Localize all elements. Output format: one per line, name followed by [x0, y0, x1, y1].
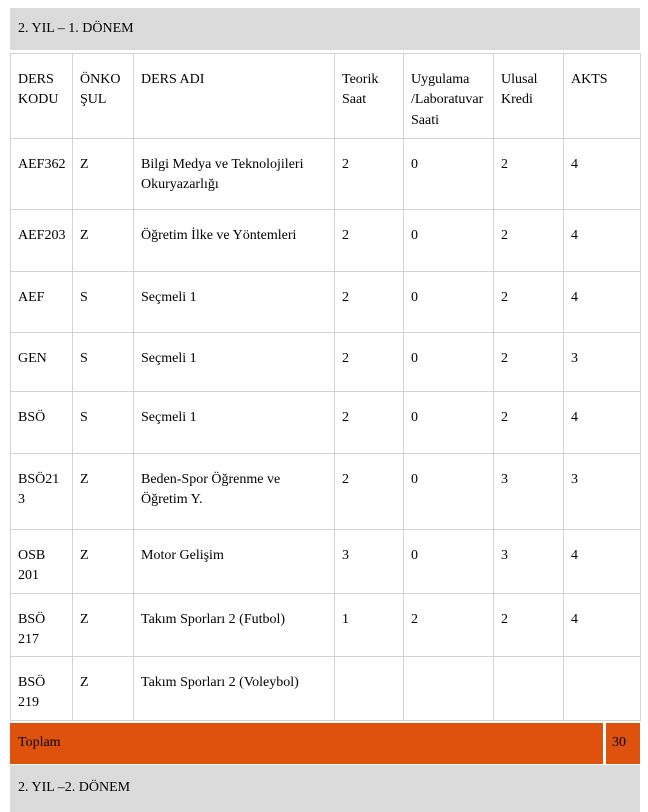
cell-onkosul: Z	[72, 592, 134, 658]
cell-onkosul: Z	[72, 209, 134, 272]
cell-ders-adi: Beden-Spor Öğrenme ve Öğretim Y.	[133, 453, 335, 530]
section-title-bar-first: 2. YIL – 1. DÖNEM	[10, 8, 640, 50]
cell-uygulama-saati: 0	[403, 453, 494, 530]
cell-onkosul: S	[72, 391, 134, 454]
cell-ders-adi: Seçmeli 1	[133, 332, 335, 392]
cell-ulusal-kredi: 2	[493, 592, 564, 658]
cell-teorik-saat: 2	[334, 391, 404, 454]
cell-teorik-saat	[334, 656, 404, 721]
cell-onkosul: S	[72, 332, 134, 392]
course-table-header: DERS KODU ÖNKOŞUL DERS ADI Teorik Saat U…	[10, 53, 641, 139]
cell-ders-adi: Motor Gelişim	[133, 529, 335, 594]
table-row: BSÖ 219 Z Takım Sporları 2 (Voleybol)	[10, 656, 641, 721]
cell-teorik-saat: 2	[334, 138, 404, 210]
cell-teorik-saat: 2	[334, 209, 404, 272]
cell-uygulama-saati	[403, 656, 494, 721]
section-title-first: 2. YIL – 1. DÖNEM	[18, 21, 134, 36]
total-row: Toplam 30	[10, 722, 640, 764]
total-value-cell: 30	[606, 722, 640, 764]
cell-ulusal-kredi: 2	[493, 391, 564, 454]
section-title-bar-second: 2. YIL –2. DÖNEM	[10, 764, 640, 812]
cell-ders-kodu: AEF362	[10, 138, 73, 210]
total-cell-divider	[603, 722, 606, 764]
cell-ders-adi: Takım Sporları 2 (Futbol)	[133, 592, 335, 658]
cell-ders-adi: Bilgi Medya ve Teknolojileri Okuryazarlı…	[133, 138, 335, 210]
total-label-cell: Toplam	[10, 722, 603, 764]
course-table: DERS KODU ÖNKOŞUL DERS ADI Teorik Saat U…	[10, 53, 641, 721]
cell-akts: 4	[563, 592, 641, 658]
cell-ders-kodu: AEF203	[10, 209, 73, 272]
total-label: Toplam	[18, 735, 61, 751]
cell-ders-kodu: AEF	[10, 271, 73, 333]
col-header-teorik-saat: Teorik Saat	[334, 53, 404, 139]
cell-ulusal-kredi: 2	[493, 332, 564, 392]
cell-uygulama-saati: 0	[403, 529, 494, 594]
cell-akts: 4	[563, 138, 641, 210]
cell-akts	[563, 656, 641, 721]
cell-ders-kodu: OSB 201	[10, 529, 73, 594]
cell-ders-kodu: BSÖ 219	[10, 656, 73, 721]
cell-uygulama-saati: 0	[403, 391, 494, 454]
cell-onkosul: Z	[72, 529, 134, 594]
cell-ulusal-kredi: 2	[493, 138, 564, 210]
cell-onkosul: Z	[72, 453, 134, 530]
cell-uygulama-saati: 0	[403, 138, 494, 210]
cell-onkosul: S	[72, 271, 134, 333]
col-header-onkosul: ÖNKOŞUL	[72, 53, 134, 139]
cell-teorik-saat: 2	[334, 271, 404, 333]
cell-akts: 4	[563, 391, 641, 454]
cell-ulusal-kredi: 3	[493, 453, 564, 530]
header-row: DERS KODU ÖNKOŞUL DERS ADI Teorik Saat U…	[10, 53, 641, 139]
cell-teorik-saat: 2	[334, 332, 404, 392]
table-row: GEN S Seçmeli 1 2 0 2 3	[10, 332, 641, 392]
section-title-second: 2. YIL –2. DÖNEM	[18, 780, 131, 796]
table-row: AEF362 Z Bilgi Medya ve Teknolojileri Ok…	[10, 138, 641, 210]
col-header-akts: AKTS	[563, 53, 641, 139]
table-row: AEF S Seçmeli 1 2 0 2 4	[10, 271, 641, 333]
col-header-ders-adi: DERS ADI	[133, 53, 335, 139]
cell-uygulama-saati: 0	[403, 271, 494, 333]
table-row: AEF203 Z Öğretim İlke ve Yöntemleri 2 0 …	[10, 209, 641, 272]
cell-ders-kodu: BSÖ 217	[10, 592, 73, 658]
cell-uygulama-saati: 0	[403, 209, 494, 272]
cell-teorik-saat: 3	[334, 529, 404, 594]
cell-onkosul: Z	[72, 656, 134, 721]
cell-ders-adi: Seçmeli 1	[133, 271, 335, 333]
cell-ulusal-kredi: 2	[493, 209, 564, 272]
cell-akts: 4	[563, 529, 641, 594]
cell-ulusal-kredi	[493, 656, 564, 721]
table-row: OSB 201 Z Motor Gelişim 3 0 3 4	[10, 529, 641, 594]
cell-ders-adi: Öğretim İlke ve Yöntemleri	[133, 209, 335, 272]
table-row: BSÖ S Seçmeli 1 2 0 2 4	[10, 391, 641, 454]
cell-teorik-saat: 2	[334, 453, 404, 530]
table-row: BSÖ213 Z Beden-Spor Öğrenme ve Öğretim Y…	[10, 453, 641, 530]
cell-ulusal-kredi: 2	[493, 271, 564, 333]
cell-akts: 3	[563, 453, 641, 530]
col-header-uygulama-saati: Uygulama /Laboratuvar Saati	[403, 53, 494, 139]
col-header-ulusal-kredi: Ulusal Kredi	[493, 53, 564, 139]
cell-ders-kodu: BSÖ213	[10, 453, 73, 530]
cell-akts: 3	[563, 332, 641, 392]
cell-onkosul: Z	[72, 138, 134, 210]
cell-ders-kodu: GEN	[10, 332, 73, 392]
col-header-ders-kodu: DERS KODU	[10, 53, 73, 139]
cell-uygulama-saati: 0	[403, 332, 494, 392]
course-table-body: AEF362 Z Bilgi Medya ve Teknolojileri Ok…	[10, 138, 641, 721]
cell-ders-adi: Seçmeli 1	[133, 391, 335, 454]
cell-ders-kodu: BSÖ	[10, 391, 73, 454]
cell-teorik-saat: 1	[334, 592, 404, 658]
cell-ulusal-kredi: 3	[493, 529, 564, 594]
total-value: 30	[612, 735, 626, 751]
table-row: BSÖ 217 Z Takım Sporları 2 (Futbol) 1 2 …	[10, 592, 641, 658]
cell-uygulama-saati: 2	[403, 592, 494, 658]
cell-akts: 4	[563, 209, 641, 272]
cell-ders-adi: Takım Sporları 2 (Voleybol)	[133, 656, 335, 721]
cell-akts: 4	[563, 271, 641, 333]
